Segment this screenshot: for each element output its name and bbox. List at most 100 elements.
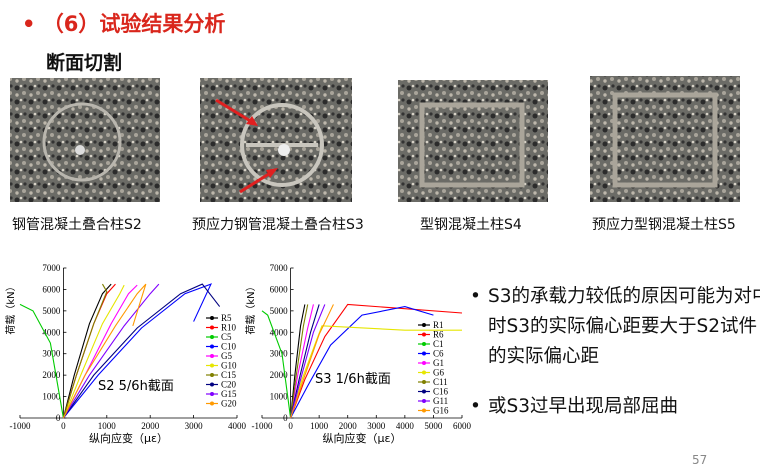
- subtitle: 断面切割: [46, 52, 123, 74]
- y-tick-label: 4000: [42, 327, 61, 337]
- legend-label: G6: [433, 368, 444, 378]
- series-line: [62, 283, 213, 419]
- legend-marker: [422, 399, 426, 403]
- legend-marker: [210, 373, 214, 377]
- y-tick-label: 5000: [270, 306, 289, 316]
- series-line: [62, 284, 125, 419]
- x-axis-label: 纵向应变（με）: [89, 431, 168, 445]
- legend-marker: [210, 401, 214, 406]
- legend-marker: [422, 370, 426, 375]
- annotation: S2 5/6h截面: [98, 379, 174, 394]
- legend-label: C1: [433, 339, 444, 349]
- y-tick-label: 0: [283, 413, 288, 423]
- y-tick-label: 1000: [42, 392, 61, 402]
- legend-marker: [422, 361, 426, 365]
- legend-label: G15: [221, 389, 237, 399]
- series-line: [290, 304, 334, 419]
- x-tick-label: 0: [288, 421, 293, 431]
- legend-label: G1: [433, 358, 444, 368]
- title-text: （6）试验结果分析: [42, 12, 226, 36]
- series-line: [19, 303, 64, 419]
- series-line: [62, 284, 138, 419]
- series-line: [290, 304, 309, 419]
- y-axis-label: 荷载（kN）: [5, 281, 17, 334]
- bullet: S3的承载力较低的原因可能为对中时S3的实际偏心距要大于S2试件的实际偏心距: [470, 282, 760, 372]
- series-line: [290, 304, 320, 419]
- photo: [590, 76, 740, 202]
- x-tick-label: 3000: [367, 421, 386, 431]
- legend-label: C10: [221, 342, 237, 352]
- series-line: [290, 304, 306, 419]
- y-tick-label: 5000: [42, 306, 61, 316]
- x-axis-label: 纵向应变（με）: [323, 431, 402, 445]
- series-line: [62, 283, 108, 419]
- legend-label: G16: [433, 406, 449, 416]
- x-tick-label: 6000: [453, 421, 472, 431]
- legend-marker: [422, 389, 426, 394]
- legend-marker: [422, 323, 426, 327]
- slide-title: • （6）试验结果分析: [22, 12, 226, 36]
- series-line: [290, 304, 326, 419]
- y-axis-label: 荷载（kN）: [245, 281, 257, 334]
- legend-marker: [210, 316, 214, 320]
- bullet: 或S3过早出现局部屈曲: [470, 392, 760, 422]
- legend-marker: [210, 392, 214, 396]
- photo: [398, 80, 548, 202]
- legend-label: C11: [433, 377, 448, 387]
- legend-label: G11: [433, 396, 448, 406]
- series-line: [261, 310, 292, 419]
- legend-marker: [210, 354, 214, 358]
- legend-marker: [422, 332, 426, 337]
- series-line: [62, 283, 160, 419]
- legend-marker: [210, 325, 214, 330]
- legend-marker: [422, 351, 426, 356]
- photo-caption: 预应力钢管混凝土叠合柱S3: [192, 217, 364, 233]
- photo-caption: 预应力型钢混凝土柱S5: [592, 217, 736, 233]
- legend-label: C16: [433, 387, 449, 397]
- y-tick-label: 7000: [42, 263, 61, 273]
- x-tick-label: 5000: [424, 421, 443, 431]
- y-tick-label: 2000: [42, 370, 61, 380]
- x-tick-label: -1000: [252, 421, 273, 431]
- legend-marker: [422, 408, 426, 413]
- x-tick-label: 2000: [339, 421, 358, 431]
- legend-marker: [422, 342, 426, 346]
- photo: [10, 78, 160, 202]
- legend-label: R6: [433, 330, 444, 340]
- photo-caption: 型钢混凝土柱S4: [420, 217, 522, 233]
- series-line: [62, 283, 221, 419]
- y-tick-label: 1000: [270, 392, 289, 402]
- x-tick-label: 1000: [310, 421, 329, 431]
- y-tick-label: 2000: [270, 370, 289, 380]
- photo: [200, 78, 352, 202]
- legend-label: C15: [221, 370, 237, 380]
- legend-marker: [210, 335, 214, 339]
- legend-label: C6: [433, 349, 444, 359]
- y-tick-label: 3000: [270, 349, 289, 359]
- legend-marker: [210, 344, 214, 349]
- series-line: [290, 306, 434, 419]
- legend-label: C20: [221, 380, 237, 390]
- legend-label: C5: [221, 332, 232, 342]
- legend-label: R10: [221, 323, 237, 333]
- x-tick-label: 1000: [98, 421, 117, 431]
- x-tick-label: -1000: [10, 421, 31, 431]
- legend-label: R1: [433, 320, 444, 330]
- photo-caption: 钢管混凝土叠合柱S2: [12, 217, 142, 233]
- x-tick-label: 2000: [141, 421, 160, 431]
- page-number: 57: [692, 453, 708, 467]
- y-tick-label: 6000: [42, 284, 61, 294]
- y-tick-label: 0: [56, 413, 61, 423]
- x-tick-label: 4000: [396, 421, 415, 431]
- x-tick-label: 4000: [228, 421, 247, 431]
- x-tick-label: 3000: [185, 421, 204, 431]
- legend-marker: [422, 380, 426, 384]
- legend-label: G20: [221, 399, 237, 409]
- y-tick-label: 4000: [270, 327, 289, 337]
- y-tick-label: 6000: [270, 284, 289, 294]
- series-line: [290, 304, 314, 419]
- series-line: [62, 283, 147, 419]
- series-line: [62, 283, 112, 419]
